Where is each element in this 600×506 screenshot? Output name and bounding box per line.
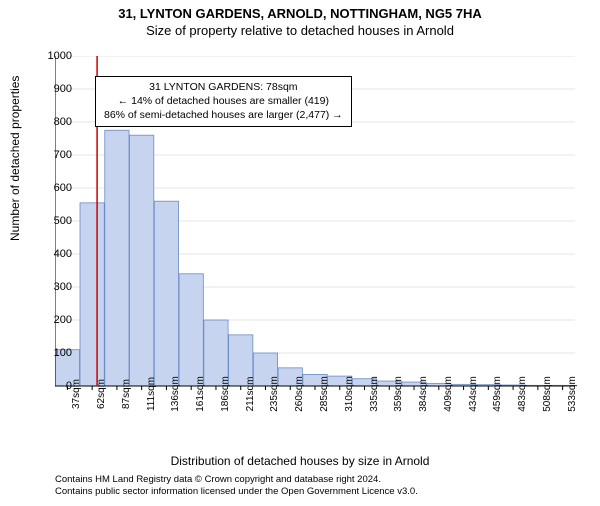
x-tick-label: 211sqm [245,377,256,412]
x-tick-label: 285sqm [319,376,330,412]
y-tick-label: 600 [32,182,72,194]
x-tick-label: 483sqm [517,376,528,412]
x-tick-label: 37sqm [71,379,82,409]
y-tick-label: 700 [32,149,72,161]
x-tick-label: 161sqm [195,376,206,412]
x-tick-label: 111sqm [146,377,157,411]
x-tick-label: 136sqm [170,376,181,412]
annotation-line-1: 31 LYNTON GARDENS: 78sqm [104,80,343,94]
annotation-box: 31 LYNTON GARDENS: 78sqm ← 14% of detach… [95,76,352,127]
x-tick-label: 533sqm [567,376,578,412]
footer-attribution: Contains HM Land Registry data © Crown c… [55,474,418,498]
x-tick-label: 335sqm [369,376,380,412]
x-tick-label: 62sqm [96,379,107,409]
annotation-line-3: 86% of semi-detached houses are larger (… [104,108,343,122]
x-tick-label: 359sqm [393,376,404,412]
y-tick-label: 400 [32,248,72,260]
x-tick-label: 235sqm [269,376,280,412]
y-tick-label: 200 [32,314,72,326]
x-tick-label: 260sqm [294,376,305,412]
annotation-line-2: ← 14% of detached houses are smaller (41… [104,94,343,108]
chart-title: 31, LYNTON GARDENS, ARNOLD, NOTTINGHAM, … [0,6,600,21]
y-tick-label: 300 [32,281,72,293]
x-tick-label: 310sqm [344,376,355,412]
y-tick-label: 500 [32,215,72,227]
chart-subtitle: Size of property relative to detached ho… [0,23,600,38]
chart-plot-area: 31 LYNTON GARDENS: 78sqm ← 14% of detach… [55,56,575,426]
x-tick-label: 87sqm [121,379,132,409]
x-tick-label: 434sqm [468,376,479,412]
footer-line-2: Contains public sector information licen… [55,486,418,498]
x-tick-label: 508sqm [542,376,553,412]
y-tick-label: 100 [32,347,72,359]
y-tick-label: 0 [32,380,72,392]
y-tick-label: 1000 [32,50,72,62]
footer-line-1: Contains HM Land Registry data © Crown c… [55,474,418,486]
y-tick-label: 800 [32,116,72,128]
x-tick-label: 186sqm [220,376,231,412]
y-axis-label: Number of detached properties [8,76,22,241]
x-tick-label: 409sqm [443,376,454,412]
x-tick-label: 384sqm [418,376,429,412]
y-tick-label: 900 [32,83,72,95]
x-axis-label: Distribution of detached houses by size … [0,454,600,468]
x-tick-label: 459sqm [492,376,503,412]
